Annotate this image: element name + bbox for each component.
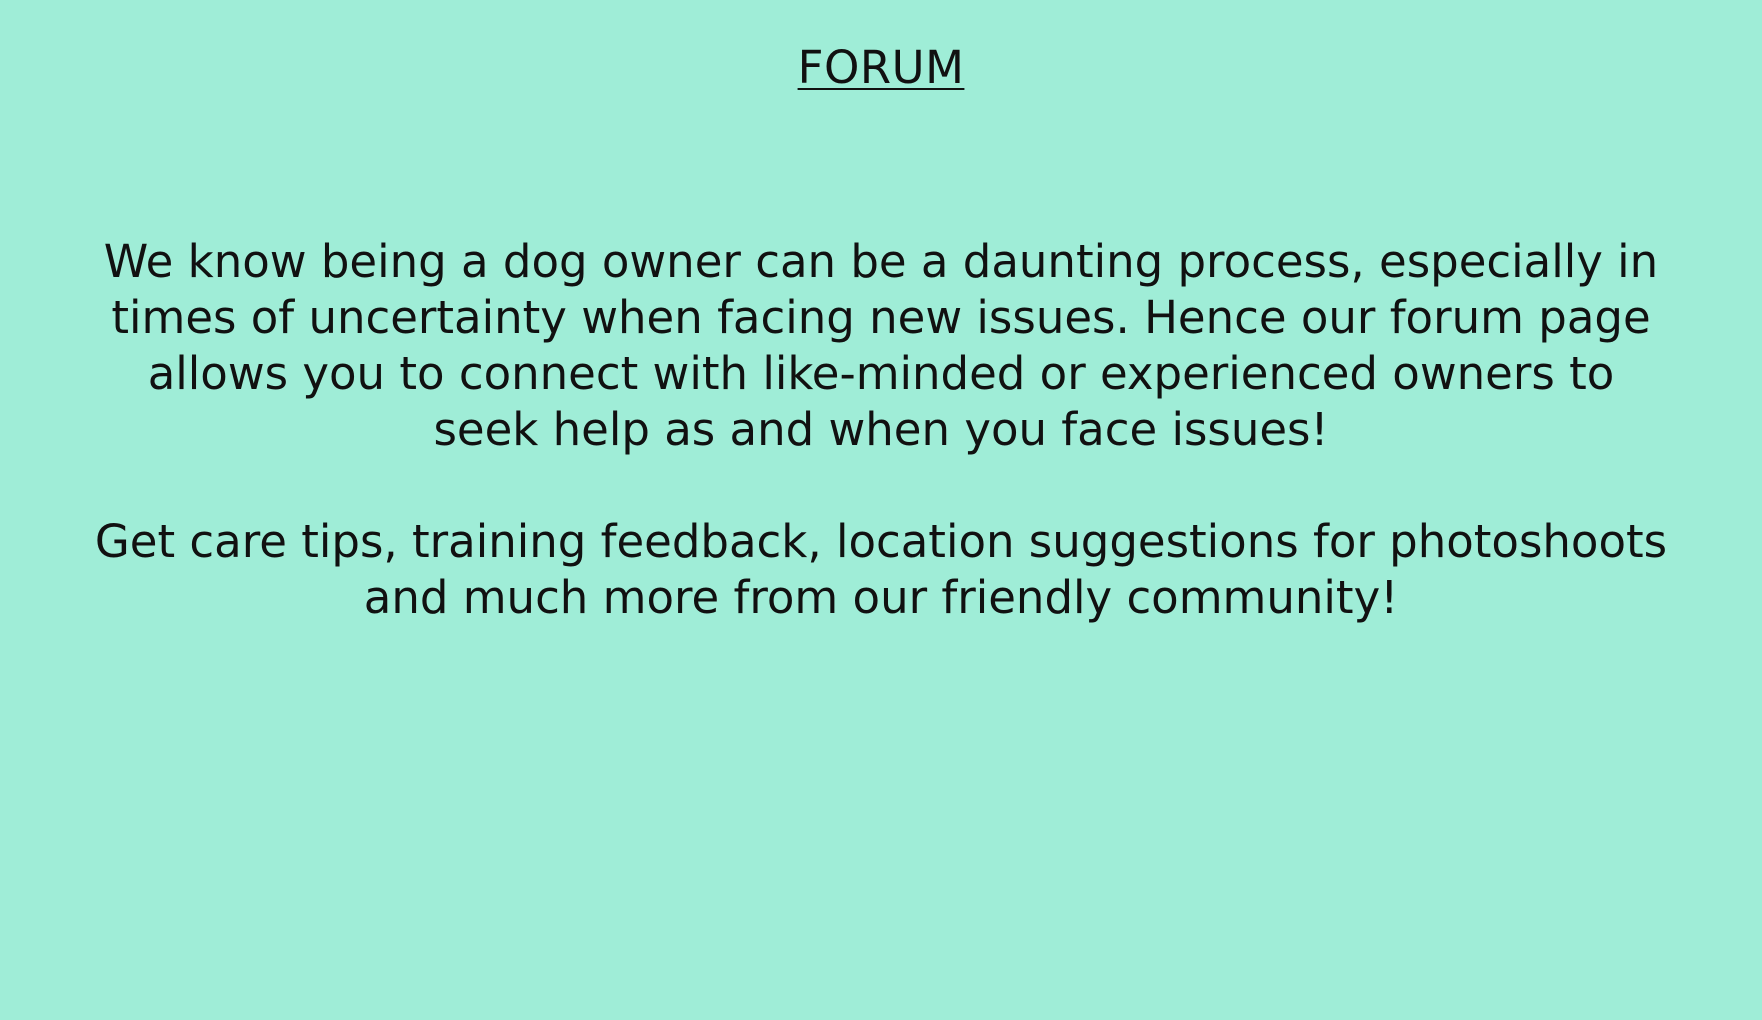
forum-intro: We know being a dog owner can be a daunt… [91,234,1671,626]
intro-paragraph: We know being a dog owner can be a daunt… [103,235,1659,456]
page-title: FORUM [797,41,965,94]
community-benefits-paragraph: Get care tips, training feedback, locati… [94,515,1668,624]
